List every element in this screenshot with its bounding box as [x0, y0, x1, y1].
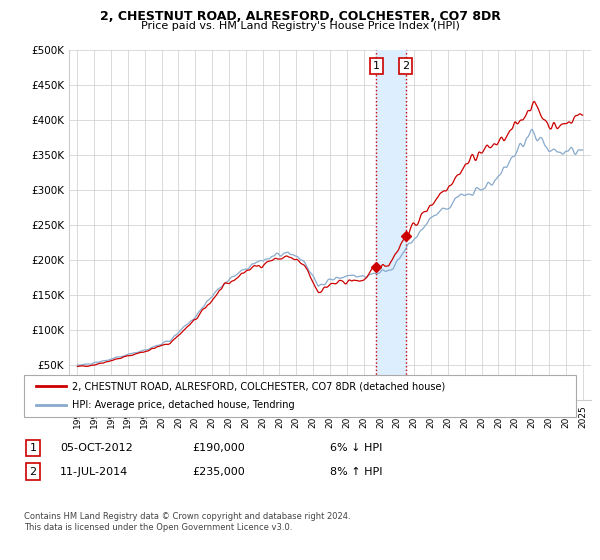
Text: 2: 2: [29, 466, 37, 477]
Text: HPI: Average price, detached house, Tendring: HPI: Average price, detached house, Tend…: [72, 400, 295, 410]
Text: £190,000: £190,000: [192, 443, 245, 453]
Text: 6% ↓ HPI: 6% ↓ HPI: [330, 443, 382, 453]
Text: £235,000: £235,000: [192, 466, 245, 477]
Text: Contains HM Land Registry data © Crown copyright and database right 2024.
This d: Contains HM Land Registry data © Crown c…: [24, 512, 350, 532]
Text: Price paid vs. HM Land Registry's House Price Index (HPI): Price paid vs. HM Land Registry's House …: [140, 21, 460, 31]
Text: 1: 1: [373, 61, 380, 71]
Text: 1: 1: [29, 443, 37, 453]
Text: 2, CHESTNUT ROAD, ALRESFORD, COLCHESTER, CO7 8DR (detached house): 2, CHESTNUT ROAD, ALRESFORD, COLCHESTER,…: [72, 381, 445, 391]
Bar: [376, 50, 406, 400]
Text: 2, CHESTNUT ROAD, ALRESFORD, COLCHESTER, CO7 8DR: 2, CHESTNUT ROAD, ALRESFORD, COLCHESTER,…: [100, 10, 500, 23]
Text: 05-OCT-2012: 05-OCT-2012: [60, 443, 133, 453]
Text: 2: 2: [402, 61, 409, 71]
Text: 11-JUL-2014: 11-JUL-2014: [60, 466, 128, 477]
Text: 8% ↑ HPI: 8% ↑ HPI: [330, 466, 383, 477]
